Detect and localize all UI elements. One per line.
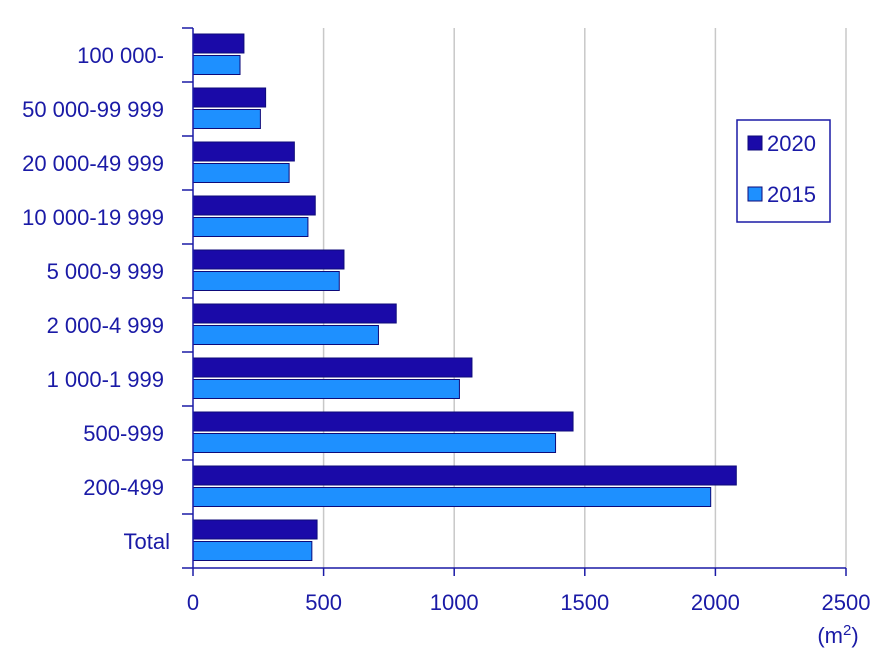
category-labels: 100 000- 50 000-99 999 20 000-49 999 10 000…	[22, 43, 170, 554]
x-tick-label: 2000	[691, 590, 740, 615]
bar-2015	[192, 55, 241, 75]
bar-2020	[192, 195, 316, 216]
x-unit-label: (m2)	[817, 622, 858, 648]
category-label: 100 000-	[77, 43, 164, 68]
bar-2020	[192, 33, 245, 54]
bar-2015	[192, 487, 712, 507]
legend-swatch-2015	[747, 186, 763, 202]
bar-2020	[192, 141, 295, 162]
category-label: 1 000-1 999	[47, 367, 164, 392]
x-tick-label: 500	[305, 590, 342, 615]
bar-2020	[192, 411, 574, 432]
bars	[192, 33, 737, 561]
category-label: 20 000-49 999	[22, 151, 164, 176]
category-label: 500-999	[83, 421, 164, 446]
category-label: 50 000-99 999	[22, 97, 164, 122]
legend-label: 2020	[767, 131, 816, 156]
category-label: 10 000-19 999	[22, 205, 164, 230]
category-label: Total	[124, 529, 170, 554]
legend-swatch-2020	[747, 135, 763, 151]
bar-2015	[192, 325, 379, 345]
bar-2020	[192, 87, 267, 108]
bar-2015	[192, 109, 261, 129]
x-tick-labels: 0 500 1000 1500 2000 2500	[187, 590, 871, 615]
bar-2015	[192, 541, 313, 561]
bar-2015	[192, 271, 340, 291]
bar-2020	[192, 249, 345, 270]
bar-2020	[192, 303, 397, 324]
legend: 2020 2015	[736, 119, 831, 223]
bar-2020	[192, 465, 737, 486]
category-label: 200-499	[83, 475, 164, 500]
bar-2015	[192, 433, 557, 453]
x-tick-label: 0	[187, 590, 199, 615]
bar-2015	[192, 217, 309, 237]
bar-2020	[192, 519, 318, 540]
legend-label: 2015	[767, 182, 816, 207]
bar-2020	[192, 357, 473, 378]
bar-2015	[192, 163, 290, 183]
category-label: 5 000-9 999	[47, 259, 164, 284]
x-tick-label: 2500	[822, 590, 871, 615]
x-tick-label: 1000	[430, 590, 479, 615]
bar-2015	[192, 379, 460, 399]
category-label: 2 000-4 999	[47, 313, 164, 338]
x-tick-label: 1500	[560, 590, 609, 615]
axes	[182, 27, 847, 576]
